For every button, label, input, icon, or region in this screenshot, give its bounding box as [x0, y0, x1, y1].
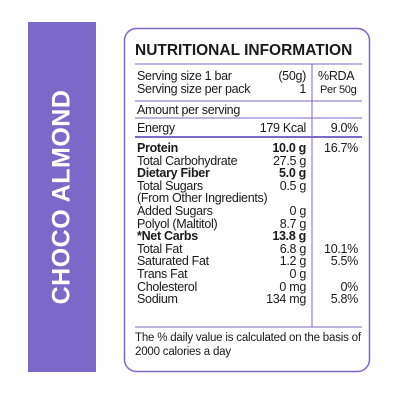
- energy-value: 179 Kcal: [259, 121, 307, 135]
- label-border: [123, 27, 371, 373]
- side-band: [28, 22, 96, 372]
- title: NUTRITIONAL INFORMATION: [135, 42, 353, 59]
- rda-subheader: Per 50g: [320, 84, 357, 96]
- nutrient-rda: 0%: [340, 279, 359, 294]
- nutrient-label: Total Fat: [137, 241, 183, 256]
- nutrient-rda: 16.7%: [324, 141, 358, 155]
- energy-rda: 9.0%: [330, 121, 359, 135]
- rda-header: %RDA: [318, 69, 355, 83]
- nutrient-label: Protein: [137, 141, 178, 155]
- nutrient-value: 6.8 g: [279, 241, 307, 256]
- serving-value: (50g): [278, 69, 306, 83]
- nutrient-label: Saturated Fat: [137, 254, 209, 269]
- nutrient-label: Cholesterol: [137, 279, 197, 294]
- nutrient-value: 0 g: [289, 267, 307, 281]
- nutrient-rda: 5.5%: [330, 254, 359, 269]
- nutrient-rda: 5.8%: [330, 292, 359, 307]
- nutrient-label: *Net Carbs: [137, 229, 198, 244]
- nutrient-value: 5.0 g: [279, 166, 306, 181]
- nutrient-value: 10.0 g: [272, 141, 306, 155]
- nutrient-value: 0.5 g: [279, 178, 307, 193]
- side-label: CHOCO ALMOND: [47, 89, 76, 305]
- nutrient-value: 0 g: [289, 204, 307, 218]
- rules: [135, 63, 362, 328]
- nutrient-label: Polyol (Maltitol): [137, 216, 218, 231]
- footnote: The % daily value is calculated on the b…: [135, 332, 361, 358]
- nutrient-value: 8.7 g: [279, 216, 307, 231]
- nutrient-label: Sodium: [137, 292, 178, 307]
- nutrient-value: 134 mg: [266, 292, 306, 307]
- nutrient-label: (From Other Ingredients): [137, 191, 268, 206]
- nutrient-value: 1.2 g: [279, 254, 307, 269]
- nutrient-value: 0 mg: [279, 279, 306, 294]
- nutrient-rda: 10.1%: [324, 241, 358, 256]
- nutrient-value: 27.5 g: [273, 153, 306, 168]
- serving-label: Serving size per pack: [137, 82, 251, 96]
- nutrient-label: Total Sugars: [137, 178, 203, 193]
- energy-label: Energy: [137, 121, 175, 135]
- nutrient-label: Trans Fat: [137, 267, 188, 281]
- amount-header: Amount per serving: [137, 103, 240, 117]
- nutrient-label: Dietary Fiber: [137, 166, 210, 181]
- serving-label: Serving size 1 bar: [137, 69, 232, 83]
- nutrient-label: Added Sugars: [137, 204, 213, 218]
- nutrient-value: 13.8 g: [272, 229, 306, 244]
- serving-value: 1: [299, 82, 306, 96]
- nutrient-label: Total Carbohydrate: [137, 153, 238, 168]
